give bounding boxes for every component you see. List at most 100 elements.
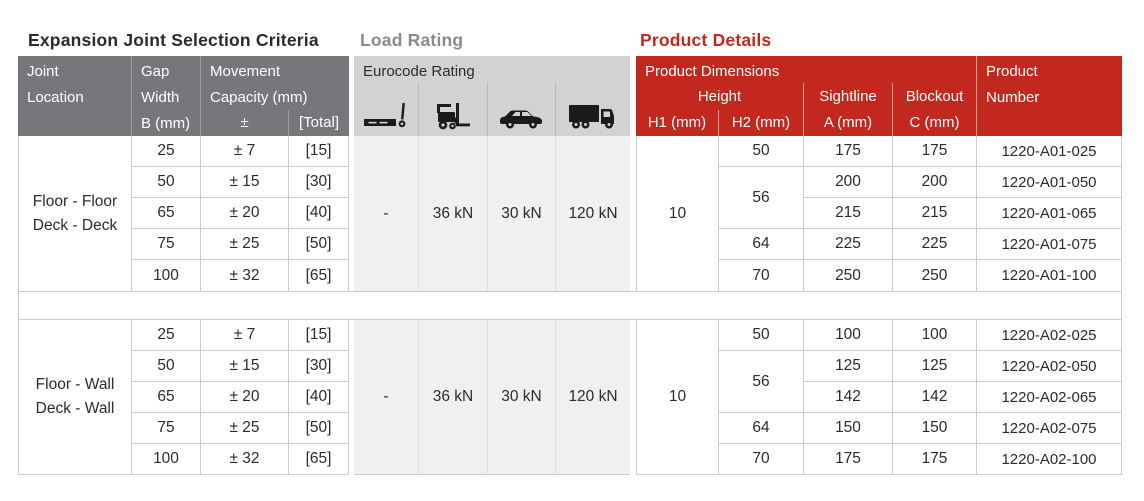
movement-capacity-cell: ± 32	[200, 444, 288, 475]
col-header-height: Height	[636, 83, 803, 110]
col-header-eurocode-rating: Eurocode Rating	[354, 56, 630, 83]
load-rating-title: Load Rating	[360, 30, 464, 50]
selection-criteria-title: Expansion Joint Selection Criteria	[28, 30, 319, 50]
movement-total-cell: [50]	[288, 229, 349, 260]
product-number-cell: 1220-A02-100	[976, 444, 1122, 475]
col-header-product-number: Product Number	[976, 56, 1122, 136]
movement-total-cell: [40]	[288, 198, 349, 229]
product-number-cell: 1220-A02-025	[976, 320, 1122, 351]
gap-width-cell: 25	[131, 320, 200, 351]
sightline-cell: 175	[803, 136, 892, 167]
header-line: Capacity (mm)	[210, 89, 308, 106]
load-rating-cell: 120 kN	[555, 320, 630, 475]
sightline-cell: 100	[803, 320, 892, 351]
sightline-cell: 142	[803, 382, 892, 413]
h2-cell: 70	[718, 444, 803, 475]
col-header-h2: H2 (mm)	[718, 110, 803, 136]
product-details-title: Product Details	[640, 30, 772, 50]
h1-cell: 10	[636, 136, 718, 291]
h1-cell: 10	[636, 320, 718, 475]
sightline-cell: 175	[803, 444, 892, 475]
movement-total-cell: [15]	[288, 320, 349, 351]
gap-width-cell: 25	[131, 136, 200, 167]
product-number-cell: 1220-A01-050	[976, 167, 1122, 198]
blockout-cell: 175	[892, 136, 976, 167]
movement-capacity-cell: ± 32	[200, 260, 288, 291]
movement-capacity-cell: ± 15	[200, 167, 288, 198]
sightline-cell: 250	[803, 260, 892, 291]
h2-cell: 64	[718, 413, 803, 444]
h2-cell: 56	[718, 167, 803, 229]
header-line: Location	[27, 89, 84, 106]
load-rating-cell: 36 kN	[418, 136, 487, 291]
blockout-cell: 100	[892, 320, 976, 351]
movement-capacity-cell: ± 7	[200, 136, 288, 167]
col-header-sightline: Sightline	[803, 83, 892, 110]
gap-width-cell: 65	[131, 382, 200, 413]
h2-cell: 50	[718, 136, 803, 167]
movement-capacity-cell: ± 7	[200, 320, 288, 351]
movement-total-cell: [40]	[288, 382, 349, 413]
blockout-cell: 215	[892, 198, 976, 229]
blockout-cell: 250	[892, 260, 976, 291]
joint-location-cell: Floor - Wall Deck - Wall	[18, 320, 131, 475]
col-header-plus-minus: ±	[200, 110, 288, 136]
movement-total-cell: [30]	[288, 167, 349, 198]
blockout-cell: 175	[892, 444, 976, 475]
product-number-cell: 1220-A01-075	[976, 229, 1122, 260]
sightline-cell: 200	[803, 167, 892, 198]
h2-cell: 70	[718, 260, 803, 291]
product-number-cell: 1220-A02-050	[976, 351, 1122, 382]
gap-width-cell: 50	[131, 167, 200, 198]
header-line: Product	[986, 63, 1038, 80]
sightline-cell: 125	[803, 351, 892, 382]
blockout-cell: 225	[892, 229, 976, 260]
col-header-gap-width: Gap Width B (mm)	[131, 56, 200, 136]
product-number-cell: 1220-A01-025	[976, 136, 1122, 167]
col-header-h1: H1 (mm)	[636, 110, 718, 136]
truck-icon	[555, 83, 630, 136]
header-line: Movement	[210, 63, 281, 80]
product-number-cell: 1220-A02-065	[976, 382, 1122, 413]
gap-width-cell: 50	[131, 351, 200, 382]
h2-cell: 56	[718, 351, 803, 413]
col-header-c: C (mm)	[892, 110, 976, 136]
product-number-cell: 1220-A02-075	[976, 413, 1122, 444]
header-line: Number	[986, 89, 1040, 106]
col-header-joint-location: Joint Location	[18, 56, 131, 136]
car-icon	[487, 83, 555, 136]
movement-capacity-cell: ± 20	[200, 198, 288, 229]
movement-total-cell: [30]	[288, 351, 349, 382]
col-header-total: [Total]	[288, 110, 349, 136]
group-separator	[18, 291, 1122, 320]
movement-total-cell: [65]	[288, 260, 349, 291]
header-line: Gap	[141, 63, 170, 80]
movement-total-cell: [65]	[288, 444, 349, 475]
blockout-cell: 200	[892, 167, 976, 198]
gap-width-cell: 65	[131, 198, 200, 229]
blockout-cell: 125	[892, 351, 976, 382]
movement-capacity-cell: ± 25	[200, 413, 288, 444]
movement-total-cell: [50]	[288, 413, 349, 444]
header-line: Joint	[27, 63, 59, 80]
load-rating-cell: 30 kN	[487, 136, 555, 291]
load-rating-cell: 30 kN	[487, 320, 555, 475]
load-rating-cell: 120 kN	[555, 136, 630, 291]
load-rating-cell: -	[354, 320, 418, 475]
col-header-movement-capacity: Movement Capacity (mm)	[200, 56, 349, 110]
col-header-blockout: Blockout	[892, 83, 976, 110]
product-number-cell: 1220-A01-100	[976, 260, 1122, 291]
col-header-product-dimensions: Product Dimensions	[636, 56, 976, 83]
movement-capacity-cell: ± 25	[200, 229, 288, 260]
pallet-truck-icon	[354, 83, 418, 136]
blockout-cell: 150	[892, 413, 976, 444]
col-header-a: A (mm)	[803, 110, 892, 136]
spec-table: Joint Location Gap Width B (mm) Movement…	[18, 56, 1122, 475]
gap-width-cell: 75	[131, 229, 200, 260]
sightline-cell: 150	[803, 413, 892, 444]
gap-width-cell: 100	[131, 260, 200, 291]
blockout-cell: 142	[892, 382, 976, 413]
sightline-cell: 225	[803, 229, 892, 260]
h2-cell: 50	[718, 320, 803, 351]
header-line: Width	[141, 89, 180, 106]
